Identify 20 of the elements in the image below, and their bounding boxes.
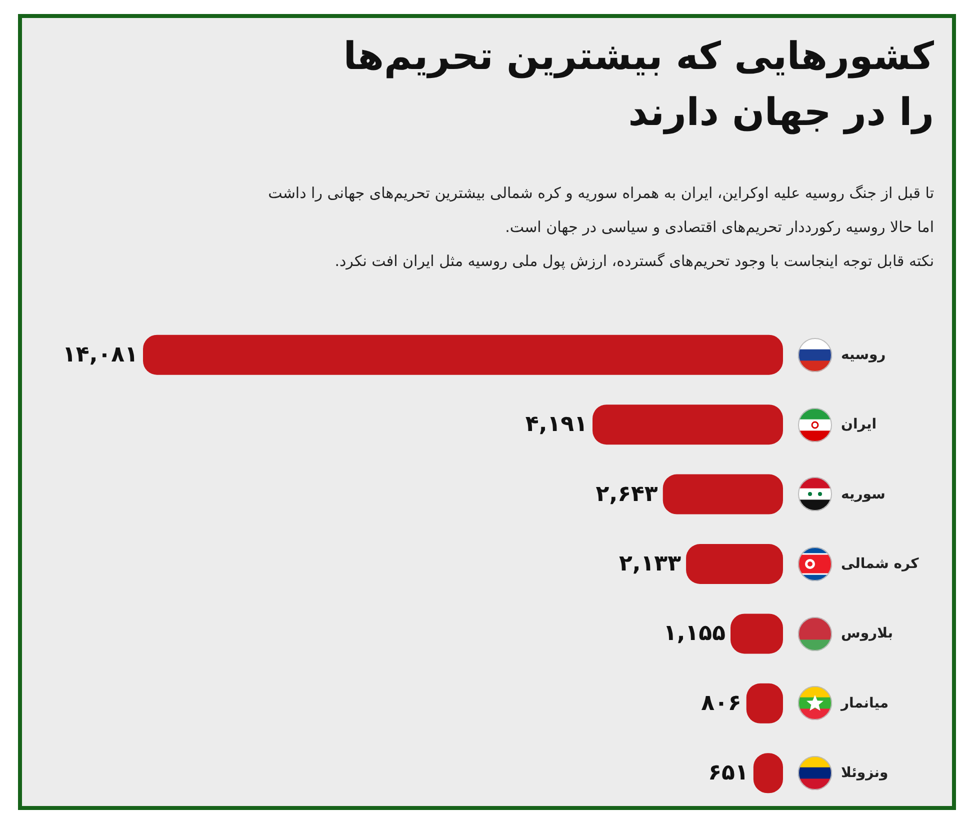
bar [662, 474, 783, 514]
y-tick-label: ونزوئلا [841, 765, 888, 782]
bar [143, 334, 783, 375]
y-tick-label: سوریه [841, 486, 886, 502]
data-label: ۸۰۶ [701, 690, 742, 716]
data-label: ۱,۱۵۵ [663, 621, 726, 646]
y-tick-label: کره شمالی [841, 556, 920, 572]
chart-subtitle: تا قبل از جنگ روسیه علیه اوکراین، ایران به همراه سوریه و کره شمالی بیشترین تحریم‌های جهانی را داشت اما حالا روسیه رکورددار تحریم‌های اقتصادی و سیاسی در جهان است. نکته قابل توجه اینجاست با وجود تحریم‌های گسترده، ارزش پول ملی روسیه مثل ایران افت نکرد. [267, 183, 934, 272]
data-label: ۴,۱۹۱ [525, 412, 588, 438]
y-tick-label: ایران [841, 416, 877, 433]
y-tick-label: بلاروس [841, 626, 893, 642]
data-label: ۶۵۱ [708, 760, 748, 786]
bar [592, 404, 783, 445]
bar [686, 544, 783, 584]
y-tick-label: میانمار [840, 695, 889, 712]
data-label: ۲,۱۳۳ [618, 552, 682, 576]
y-tick-label: روسیه [841, 346, 886, 363]
data-label: ۲,۶۴۳ [596, 482, 658, 507]
data-label: ۱۴,۰۸۱ [62, 342, 138, 368]
chart-title: کشورهایی که بیشترین تحریم‌ها را در جهان دارند [342, 33, 934, 136]
